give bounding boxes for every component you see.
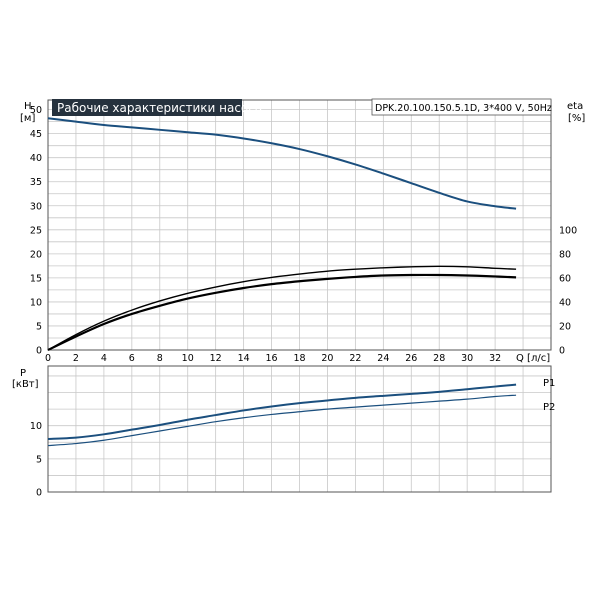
x-tick-label: 14 — [238, 353, 250, 364]
series-line-efficiency_outer — [47, 265, 517, 351]
y-tick-label: 25 — [30, 225, 42, 236]
y2-tick-label: 60 — [559, 273, 571, 284]
y2-tick-label: 20 — [559, 321, 571, 332]
bottom-series-group — [47, 383, 517, 447]
x-tick-label: 28 — [433, 353, 445, 364]
y-tick-labels: 0 5 10 15 20 25 30 35 40 45 50 — [30, 105, 42, 356]
y2-axis-label: eta — [567, 101, 583, 112]
x-tick-label: 18 — [293, 353, 305, 364]
power-y-tick-label: 5 — [36, 454, 42, 465]
y-axis-label: H — [24, 101, 32, 112]
y-tick-label: 45 — [30, 129, 42, 140]
power-axis-unit: [кВт] — [12, 379, 39, 390]
x-tick-label: 4 — [101, 353, 107, 364]
x-tick-label: 32 — [489, 353, 501, 364]
power-y-tick-label: 10 — [30, 421, 42, 432]
y2-tick-label: 80 — [559, 249, 571, 260]
bottom-grid — [48, 366, 551, 492]
top-series-group — [47, 117, 517, 351]
top-chart-frame — [47, 99, 552, 351]
x-tick-label: 22 — [349, 353, 361, 364]
x-tick-label: 24 — [377, 353, 389, 364]
y-tick-label: 0 — [36, 346, 42, 357]
head-efficiency-chart: 0 2 4 6 8 10 12 14 16 18 20 22 24 26 28 30 32 0510152025… — [20, 98, 585, 364]
power-axis-label: P — [20, 368, 26, 379]
y-tick-label: 35 — [30, 177, 42, 188]
x-tick-label: 16 — [266, 353, 278, 364]
y-axis-unit: [м] — [20, 113, 35, 124]
x-tick-label: 8 — [157, 353, 163, 364]
model-label-box — [371, 98, 552, 116]
series-line-head — [47, 117, 517, 210]
y2-tick-labels: 0 20 40 60 80 100 — [559, 225, 577, 356]
y-tick-label: 15 — [30, 273, 42, 284]
y2-tick-label: 40 — [559, 297, 571, 308]
x-axis-label: Q [л/с] — [516, 353, 550, 364]
model-label: DPK.20.100.150.5.1D, 3*400 V, 50Hz — [375, 103, 552, 114]
y-tick-label: 40 — [30, 153, 42, 164]
y2-tick-label: 0 — [559, 346, 565, 357]
bottom-chart-frame — [47, 365, 552, 493]
y-tick-label: 50 — [30, 105, 42, 116]
x-tick-label: 0 — [45, 353, 51, 364]
series-label-p2: P2 — [543, 402, 555, 413]
power-chart: 0 5 10 P [кВт] P1 P2 — [12, 365, 555, 499]
x-tick-label: 26 — [405, 353, 417, 364]
y-tick-label: 10 — [30, 297, 42, 308]
y-tick-label: 30 — [30, 201, 42, 212]
x-tick-label: 12 — [210, 353, 222, 364]
power-y-tick-label: 0 — [36, 488, 42, 499]
chart-title-background — [52, 99, 242, 116]
series-line-p2 — [47, 394, 517, 447]
y-tick-label: 5 — [36, 321, 42, 332]
x-tick-label: 30 — [461, 353, 473, 364]
y2-axis-unit: [%] — [568, 113, 585, 124]
x-tick-label: 10 — [182, 353, 194, 364]
power-y-tick-labels: 0 5 10 — [30, 421, 42, 498]
x-tick-label: 6 — [129, 353, 135, 364]
y-tick-label: 20 — [30, 249, 42, 260]
series-label-p1: P1 — [543, 378, 555, 389]
top-grid — [48, 100, 551, 350]
x-tick-label: 20 — [321, 353, 333, 364]
chart-title: Рабочие характеристики насоса — [57, 101, 262, 115]
series-line-p1 — [47, 383, 517, 440]
y2-tick-label: 100 — [559, 225, 577, 236]
x-tick-labels: 0 2 4 6 8 10 12 14 16 18 20 22 24 26 28 30 32 — [45, 353, 501, 364]
series-line-efficiency_inner — [47, 273, 517, 351]
x-tick-label: 2 — [73, 353, 79, 364]
